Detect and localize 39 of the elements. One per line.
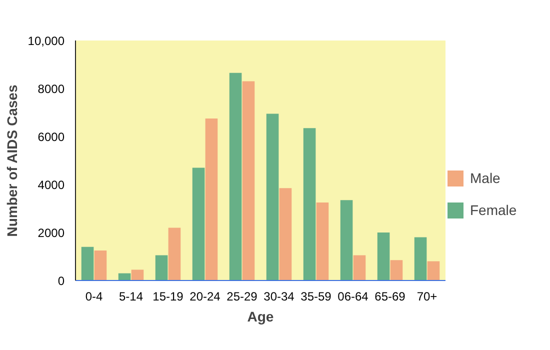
x-tick-label: 30-34 xyxy=(264,290,295,304)
legend-label: Female xyxy=(470,202,517,218)
bar xyxy=(81,246,94,280)
bar xyxy=(414,237,427,280)
bar xyxy=(155,255,168,280)
y-tick-label: 10,000 xyxy=(28,34,65,48)
bar xyxy=(266,114,279,280)
bar xyxy=(303,128,316,280)
bar xyxy=(192,168,205,280)
bar xyxy=(242,81,255,280)
x-tick-label: 15-19 xyxy=(152,290,184,304)
x-tick-label: 65-69 xyxy=(374,290,406,304)
x-tick-label: 35-59 xyxy=(300,290,332,304)
x-tick-label: 06-64 xyxy=(338,290,369,304)
y-tick-label: 0 xyxy=(58,274,65,288)
y-tick-label: 6000 xyxy=(38,130,65,144)
legend-label: Male xyxy=(470,170,500,186)
y-tick-label: 8000 xyxy=(38,82,65,96)
bar xyxy=(427,261,440,280)
bar xyxy=(279,188,292,280)
bar xyxy=(353,255,366,280)
x-axis-title: Age xyxy=(247,308,274,324)
bar xyxy=(168,228,181,280)
bar xyxy=(205,118,218,280)
bar xyxy=(131,270,144,280)
x-tick-label: 20-24 xyxy=(190,290,221,304)
bar xyxy=(316,202,329,280)
x-tick-label: 0-4 xyxy=(85,290,103,304)
y-tick-label: 4000 xyxy=(38,178,65,192)
bar xyxy=(390,260,403,280)
y-tick-label: 2000 xyxy=(38,226,65,240)
bar xyxy=(94,250,107,280)
x-tick-label: 70+ xyxy=(416,290,438,304)
x-tick-label: 25-29 xyxy=(226,290,258,304)
bar xyxy=(340,200,353,280)
bar xyxy=(377,232,390,280)
x-tick-label: 5-14 xyxy=(118,290,144,304)
bar xyxy=(229,72,242,280)
y-axis-title: Number of AIDS Cases xyxy=(4,84,20,237)
